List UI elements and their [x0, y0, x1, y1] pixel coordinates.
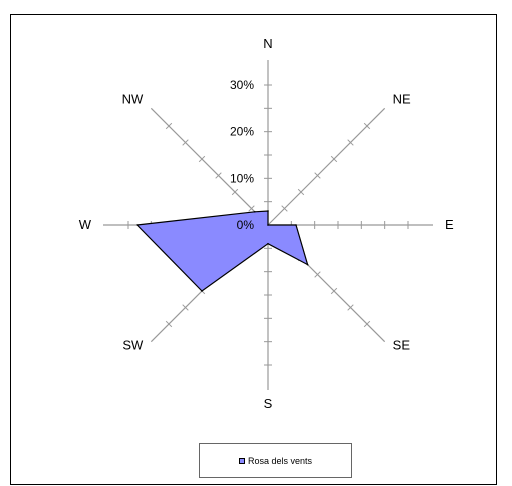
axis-tick — [182, 139, 189, 146]
axis-tick — [363, 122, 371, 130]
series-group — [136, 210, 309, 292]
tick-label: 30% — [230, 78, 254, 92]
data-point-w — [136, 224, 139, 226]
axis-tick — [330, 155, 338, 163]
direction-label-sw: SW — [122, 338, 144, 353]
axis-tick — [165, 320, 173, 328]
axis-nw — [150, 107, 269, 226]
direction-label-n: N — [263, 36, 272, 51]
data-point-ne — [267, 224, 269, 226]
axis-tick — [182, 304, 189, 311]
data-point-sw — [201, 290, 203, 292]
axis-tick — [281, 205, 288, 212]
axis-tick — [165, 122, 173, 130]
axis-tick — [215, 172, 222, 179]
data-point-e — [295, 224, 297, 226]
direction-label-w: W — [79, 217, 92, 232]
data-point-se — [306, 263, 309, 266]
axis-tick — [198, 155, 206, 163]
axis-tick — [297, 188, 305, 196]
tick-label: 10% — [230, 171, 254, 185]
axis-tick — [314, 172, 321, 179]
axis-ne — [267, 107, 386, 226]
tick-label: 0% — [237, 218, 255, 232]
legend: Rosa dels vents — [199, 443, 352, 478]
labels-group: 0% 10% 20% 30% N NE E SE S SW W NW — [79, 36, 454, 411]
data-point-nw — [254, 211, 256, 213]
data-point-s — [267, 242, 269, 245]
axis-tick — [248, 205, 255, 212]
axis-tick — [231, 188, 239, 196]
direction-label-ne: NE — [393, 91, 411, 106]
legend-label: Rosa dels vents — [247, 455, 313, 466]
axis-tick — [314, 271, 321, 278]
data-point-n — [267, 210, 269, 212]
direction-label-nw: NW — [122, 91, 144, 106]
direction-label-s: S — [264, 396, 273, 411]
axis-tick — [347, 139, 354, 146]
axis-tick — [347, 304, 354, 311]
axis-tick — [363, 320, 371, 328]
axis-tick — [330, 287, 338, 295]
series-area — [136, 210, 309, 292]
direction-label-e: E — [445, 217, 454, 232]
direction-label-se: SE — [393, 338, 411, 353]
legend-swatch — [238, 457, 245, 464]
tick-label: 20% — [230, 125, 254, 139]
